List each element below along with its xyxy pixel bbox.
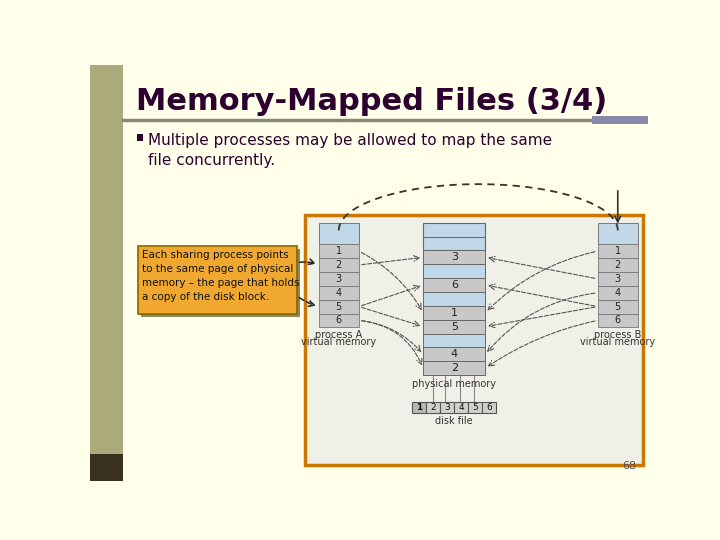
Text: 3: 3 [615, 274, 621, 284]
Bar [319, 286, 359, 300]
Bar [319, 272, 359, 286]
Text: 4: 4 [451, 349, 458, 359]
Text: Memory-Mapped Files (3/4): Memory-Mapped Files (3/4) [137, 87, 608, 116]
Text: 6: 6 [451, 280, 458, 290]
Text: 6: 6 [336, 315, 342, 326]
Text: 2: 2 [336, 260, 342, 270]
Text: 5: 5 [472, 403, 478, 412]
Text: 5: 5 [451, 322, 458, 332]
Bar [423, 306, 485, 320]
Bar [454, 402, 468, 413]
Bar [423, 334, 485, 347]
Bar [598, 222, 638, 244]
Bar [423, 347, 485, 361]
Bar [423, 222, 485, 251]
Bar [305, 215, 642, 465]
Bar [137, 134, 143, 141]
Text: 4: 4 [615, 288, 621, 298]
Bar [413, 402, 426, 413]
Bar [426, 402, 441, 413]
Text: 1: 1 [615, 246, 621, 256]
Bar [423, 264, 485, 278]
Text: 2: 2 [451, 363, 458, 373]
Bar [441, 402, 454, 413]
Bar [423, 278, 485, 292]
Bar [593, 117, 648, 124]
Text: virtual memory: virtual memory [301, 338, 377, 347]
Bar [598, 244, 638, 258]
Text: 4: 4 [459, 403, 464, 412]
Text: disk file: disk file [436, 416, 473, 426]
Bar [319, 314, 359, 327]
Bar [141, 249, 300, 316]
Text: 1: 1 [451, 308, 458, 318]
Text: physical memory: physical memory [413, 379, 496, 389]
Text: 68: 68 [622, 461, 636, 471]
Bar [598, 314, 638, 327]
Bar [423, 320, 485, 334]
Text: 1: 1 [416, 403, 423, 412]
Bar [598, 272, 638, 286]
Text: 3: 3 [444, 403, 450, 412]
Bar [482, 402, 496, 413]
Text: virtual memory: virtual memory [580, 338, 655, 347]
Bar [598, 286, 638, 300]
Bar [423, 361, 485, 375]
Bar [598, 258, 638, 272]
Bar [319, 222, 359, 244]
Text: 2: 2 [615, 260, 621, 270]
Text: 3: 3 [336, 274, 342, 284]
Text: 3: 3 [451, 252, 458, 262]
Text: 5: 5 [615, 301, 621, 312]
Bar [468, 402, 482, 413]
Text: 4: 4 [336, 288, 342, 298]
Bar [138, 246, 297, 314]
Bar [423, 251, 485, 264]
Text: Each sharing process points
to the same page of physical
memory – the page that : Each sharing process points to the same … [142, 251, 300, 302]
Bar [90, 454, 122, 481]
Bar [423, 292, 485, 306]
Text: 2: 2 [431, 403, 436, 412]
Text: Multiple processes may be allowed to map the same
file concurrently.: Multiple processes may be allowed to map… [148, 133, 552, 168]
Bar [319, 258, 359, 272]
Bar [319, 300, 359, 314]
Text: 6: 6 [486, 403, 492, 412]
Bar [90, 65, 122, 481]
Text: process B: process B [594, 330, 642, 340]
Text: process A: process A [315, 330, 362, 340]
Text: 5: 5 [336, 301, 342, 312]
Text: 6: 6 [615, 315, 621, 326]
Bar [598, 300, 638, 314]
Text: 1: 1 [336, 246, 342, 256]
Bar [319, 244, 359, 258]
